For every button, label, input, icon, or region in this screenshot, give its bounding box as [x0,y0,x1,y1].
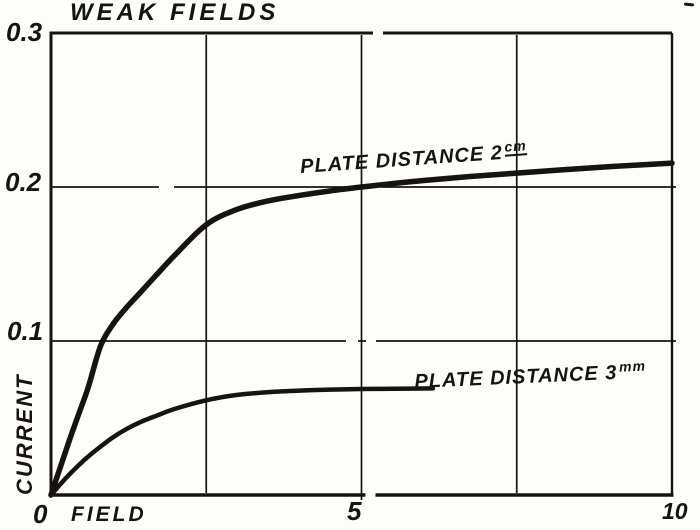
y-axis-label: CURRENT [12,373,37,495]
curve-plate-distance-2cm [48,160,675,498]
figure-title: WEAK FIELDS [70,0,280,26]
x-tick-label-10: 10 [662,498,688,524]
series-label-2cm-unit: cm [503,137,528,155]
origin-tick-label: 0 [33,499,48,529]
y-tick-label-0-2: 0.2 [5,167,42,197]
x-tick-label-5: 5 [347,496,362,526]
x-axis-label: FIELD [71,503,147,526]
y-tick-label-0-3: 0.3 [6,17,43,47]
curve-plate-distance-3mm [48,386,436,498]
series-label-3mm-unit: mm [618,357,647,375]
y-tick-label-0-1: 0.1 [7,316,44,346]
